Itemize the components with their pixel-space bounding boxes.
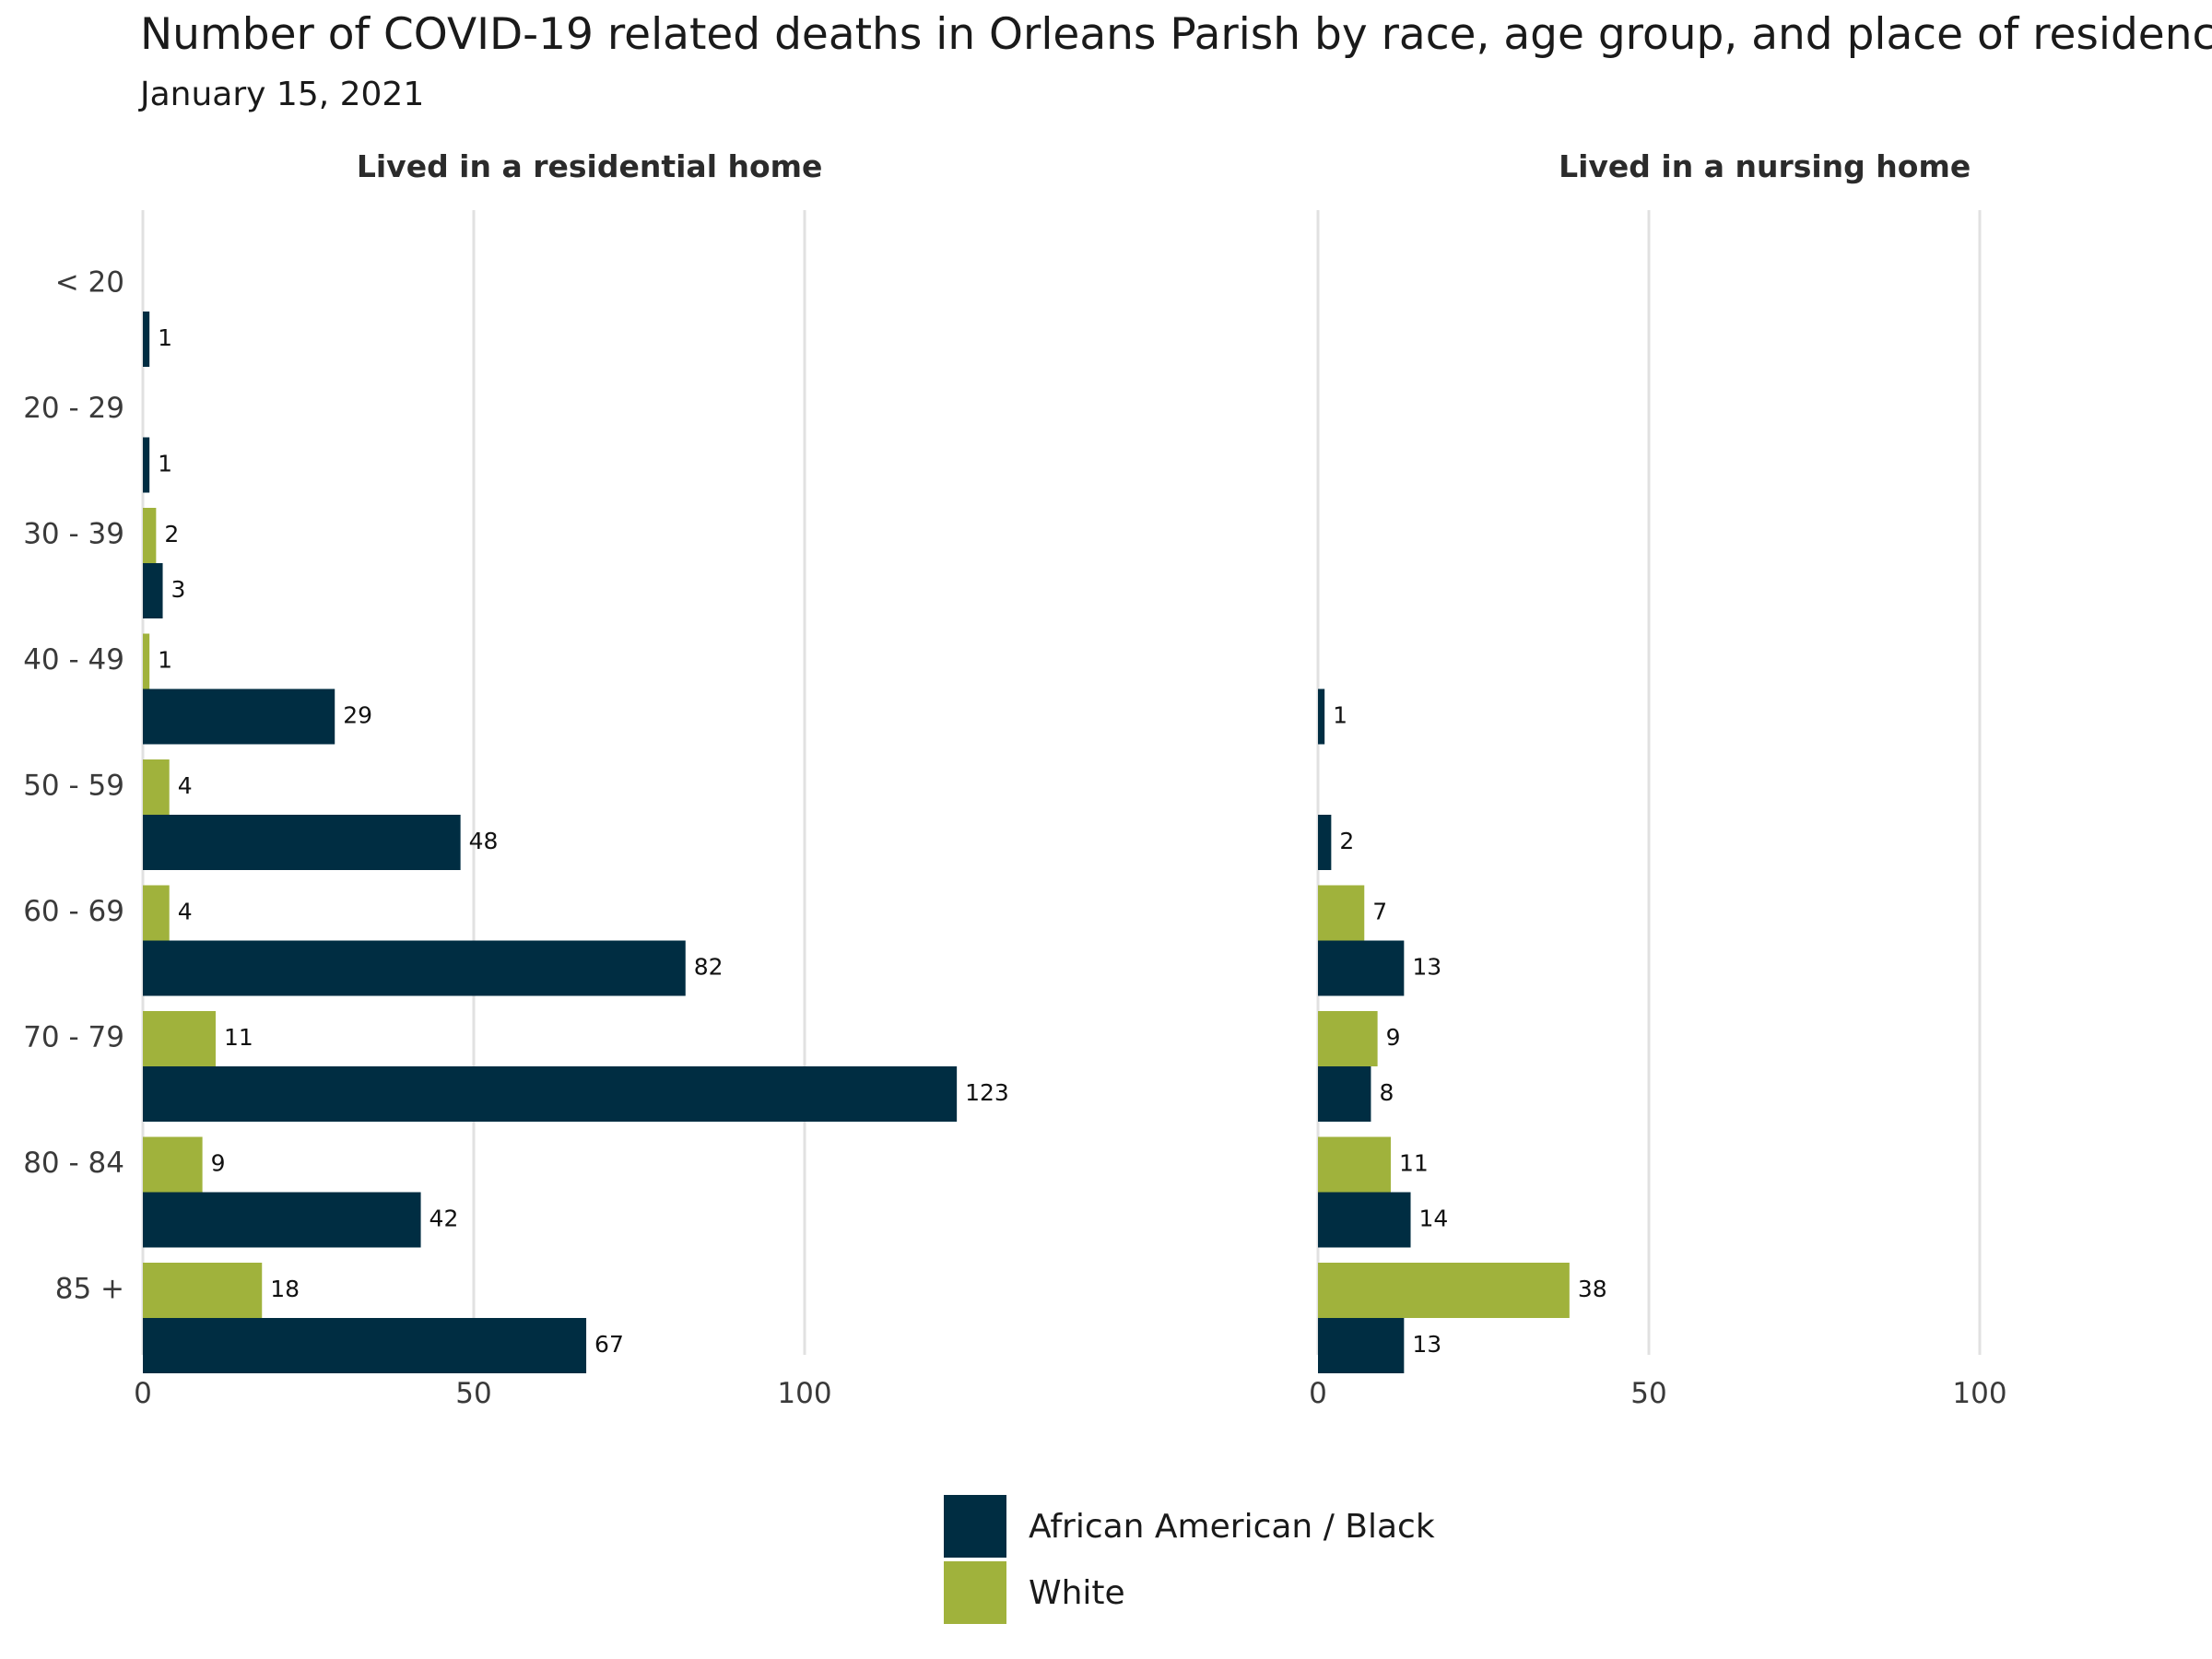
bar — [143, 1192, 421, 1248]
data-label: 123 — [965, 1079, 1009, 1106]
bar — [143, 940, 686, 996]
data-label: 13 — [1412, 1331, 1441, 1358]
data-label: 1 — [158, 647, 172, 674]
bar — [143, 1011, 216, 1066]
data-label: 38 — [1578, 1276, 1607, 1302]
panel-nursing-home: Lived in a nursing home 0 50 100 7 9 11 38 1 2 13 8… — [1309, 148, 2006, 1410]
bar — [143, 437, 150, 493]
bar — [1318, 1011, 1378, 1066]
panel-title: Lived in a residential home — [357, 148, 823, 184]
category-label: 40 - 49 — [23, 643, 124, 677]
data-label: 2 — [164, 521, 179, 547]
bar — [143, 508, 157, 563]
x-tick-label: 50 — [1630, 1377, 1666, 1410]
data-label: 2 — [1339, 828, 1354, 854]
data-label: 1 — [1333, 702, 1347, 729]
chart-subtitle: January 15, 2021 — [140, 76, 425, 113]
data-label: 14 — [1419, 1206, 1449, 1232]
chart-title: Number of COVID-19 related deaths in Orl… — [140, 9, 2212, 60]
x-tick-label: 0 — [1309, 1377, 1327, 1410]
bar — [143, 885, 170, 941]
data-label: 82 — [694, 954, 724, 981]
legend-item: White — [944, 1559, 1435, 1626]
category-label: 60 - 69 — [23, 895, 124, 928]
bar — [1318, 1263, 1570, 1318]
x-tick-label: 100 — [777, 1377, 831, 1410]
bar — [1318, 815, 1332, 870]
legend-label: White — [1029, 1573, 1125, 1612]
data-label: 42 — [429, 1206, 459, 1232]
data-label: 9 — [1386, 1024, 1401, 1051]
legend: African American / Black White — [944, 1493, 1435, 1626]
data-label: 18 — [270, 1276, 300, 1302]
x-tick-label: 100 — [1952, 1377, 2006, 1410]
legend-label: African American / Black — [1029, 1507, 1435, 1546]
data-label: 8 — [1379, 1079, 1394, 1106]
category-label: 85 + — [55, 1273, 124, 1306]
bar — [143, 1318, 587, 1373]
category-label: 70 - 79 — [23, 1021, 124, 1054]
data-label: 3 — [171, 576, 186, 603]
legend-swatch — [944, 1561, 1006, 1624]
bar — [1318, 1136, 1391, 1193]
category-label: 20 - 29 — [23, 392, 124, 425]
data-label: 29 — [343, 702, 372, 729]
legend-swatch — [944, 1495, 1006, 1558]
bar — [1318, 940, 1405, 996]
category-label: 80 - 84 — [23, 1147, 124, 1180]
y-axis: < 20 20 - 29 30 - 39 40 - 49 50 - 59 60 - 69 7… — [23, 266, 124, 1306]
bar — [143, 688, 335, 745]
bar — [143, 1263, 263, 1318]
data-label: 67 — [594, 1331, 624, 1358]
data-label: 1 — [158, 324, 172, 351]
bar — [143, 563, 163, 618]
data-label: 4 — [178, 899, 193, 925]
bar — [143, 759, 170, 815]
data-label: 4 — [178, 772, 193, 799]
data-label: 13 — [1412, 954, 1441, 981]
data-label: 9 — [211, 1150, 226, 1177]
data-label: 48 — [469, 828, 499, 854]
panel-title: Lived in a nursing home — [1559, 148, 1971, 184]
data-label: 1 — [158, 451, 172, 477]
data-label: 11 — [1399, 1150, 1429, 1177]
x-tick-label: 50 — [455, 1377, 491, 1410]
bar — [143, 1136, 203, 1193]
legend-item: African American / Black — [944, 1493, 1435, 1559]
category-label: 30 - 39 — [23, 518, 124, 551]
x-tick-label: 0 — [134, 1377, 152, 1410]
bar — [143, 312, 150, 367]
bar — [1318, 1192, 1411, 1248]
bar — [143, 633, 150, 689]
data-label: 11 — [224, 1024, 253, 1051]
bar — [1318, 1318, 1405, 1373]
bar — [143, 815, 461, 870]
category-label: < 20 — [55, 266, 124, 300]
category-label: 50 - 59 — [23, 770, 124, 803]
bar — [143, 1066, 958, 1122]
bar — [1318, 885, 1365, 941]
bar — [1318, 688, 1325, 745]
bar — [1318, 1066, 1371, 1122]
data-label: 7 — [1372, 899, 1387, 925]
